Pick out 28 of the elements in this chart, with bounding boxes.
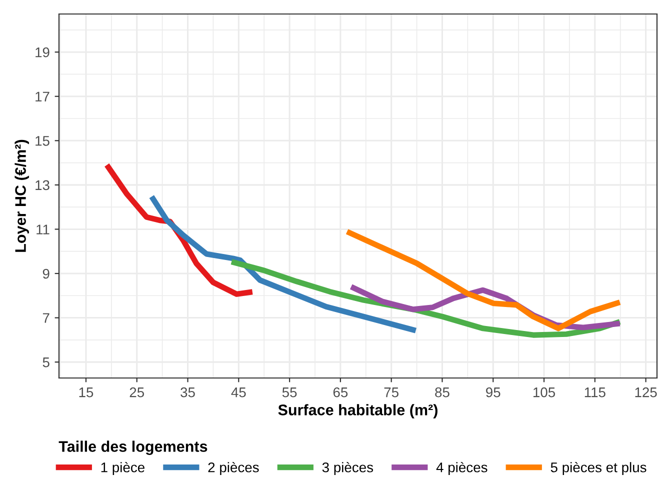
x-tick-label: 75 [384, 388, 398, 398]
y-tick-label: 19 [36, 47, 50, 58]
x-tick-label: 105 [533, 387, 556, 398]
x-tick-label: 65 [333, 387, 348, 398]
y-tick-label: 13 [36, 180, 50, 190]
x-tick-label: 55 [282, 388, 297, 398]
y-tick-label: 15 [36, 136, 50, 146]
legend-label: 3 pièces [322, 462, 374, 476]
x-tick-label: 35 [180, 387, 195, 398]
legend-label: 1 pièce [101, 462, 144, 476]
legend-label: 2 pièces [208, 462, 259, 476]
x-tick-label: 115 [584, 388, 606, 398]
y-tick-label: 11 [36, 224, 50, 234]
y-axis-title: Loyer HC (€/m²) [14, 140, 29, 252]
x-tick-label: 95 [486, 387, 500, 398]
x-axis-title: Surface habitable (m²) [278, 404, 438, 418]
y-tick-label: 9 [42, 268, 50, 279]
y-tick-label: 5 [42, 358, 50, 368]
legend-label: 4 pièces [436, 462, 488, 476]
x-tick-label: 45 [231, 388, 246, 398]
y-tick-label: 7 [42, 313, 50, 323]
x-tick-label: 125 [635, 387, 657, 398]
x-tick-label: 25 [130, 387, 144, 398]
x-tick-label: 85 [435, 387, 450, 398]
legend-label: 5 pièces et plus [550, 462, 646, 476]
legend-title: Taille des logements [58, 440, 208, 455]
x-tick-label: 15 [79, 388, 94, 398]
y-tick-label: 17 [36, 92, 50, 102]
